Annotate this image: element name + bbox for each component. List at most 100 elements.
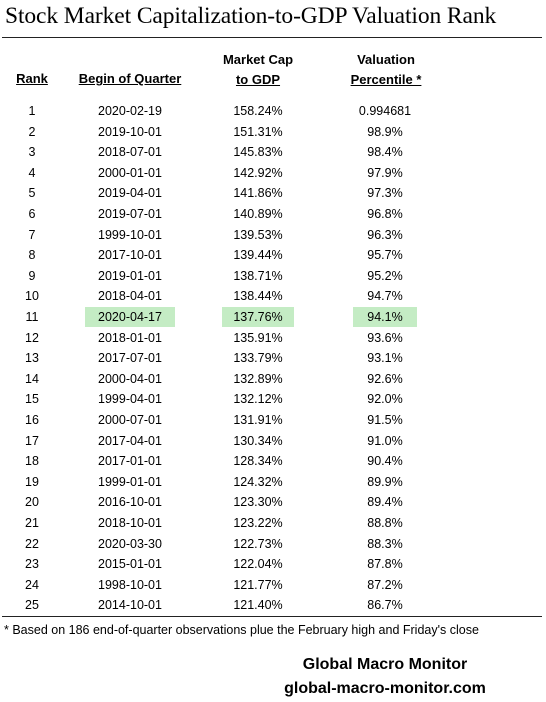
- cell-quarter: 1998-10-01: [98, 577, 162, 592]
- cell-quarter: 2000-04-01: [98, 371, 162, 386]
- footnote: * Based on 186 end-of-quarter observatio…: [4, 623, 479, 637]
- cell-rank: 2: [28, 124, 36, 139]
- cell-rank: 1: [28, 104, 36, 118]
- cell-rank: 13: [25, 351, 39, 366]
- cell-percentile: 0.994681: [358, 104, 412, 118]
- cell-quarter: 2019-04-01: [98, 186, 162, 201]
- cell-rank: 4: [28, 165, 36, 180]
- cell-quarter: 2019-07-01: [98, 207, 162, 221]
- cell-rank: 6: [28, 207, 36, 221]
- cell-quarter: 2018-01-01: [98, 330, 162, 345]
- cell-rank: 20: [25, 495, 39, 510]
- cell-percentile: 96.3%: [367, 227, 403, 242]
- cell-rank: 15: [25, 392, 39, 407]
- cell-quarter: 2018-10-01: [98, 516, 162, 530]
- cell-rank: 8: [28, 248, 36, 263]
- cell-quarter: 1999-04-01: [98, 392, 162, 407]
- cell-mktcap: 130.34%: [233, 433, 283, 448]
- cell-mktcap: 132.12%: [233, 392, 283, 407]
- title-underline: [2, 37, 542, 38]
- cell-mktcap: 140.89%: [233, 207, 283, 221]
- cell-mktcap: 158.24%: [233, 104, 283, 118]
- cell-quarter: 2014-10-01: [98, 598, 162, 613]
- cell-rank: 11: [25, 310, 39, 324]
- cell-quarter: 2017-01-01: [98, 454, 162, 469]
- cell-mktcap: 132.89%: [233, 371, 283, 386]
- header-quarter-label: Begin of Quarter: [78, 71, 182, 86]
- header-quarter: Begin of Quarter: [66, 69, 194, 89]
- cell-mktcap: 133.79%: [233, 351, 283, 366]
- cell-mktcap: 151.31%: [233, 124, 283, 139]
- cell-mktcap: 135.91%: [233, 330, 283, 345]
- cell-mktcap: 121.40%: [233, 598, 283, 613]
- cell-percentile: 91.5%: [367, 413, 403, 427]
- cell-mktcap: 124.32%: [233, 474, 283, 489]
- header-percentile: Valuation Percentile *: [334, 50, 438, 90]
- cell-quarter: 2018-07-01: [98, 145, 162, 160]
- cell-rank: 25: [25, 598, 39, 613]
- cell-rank: 17: [25, 433, 39, 448]
- cell-mktcap: 141.86%: [233, 186, 283, 201]
- cell-rank: 12: [25, 330, 39, 345]
- cell-percentile: 95.2%: [367, 268, 403, 283]
- cell-percentile: 93.1%: [367, 351, 403, 366]
- cell-rank: 23: [25, 557, 39, 572]
- cell-percentile: 97.9%: [367, 165, 403, 180]
- cell-mktcap: 122.73%: [233, 536, 283, 551]
- cell-percentile: 90.4%: [367, 454, 403, 469]
- cell-rank: 3: [28, 145, 36, 160]
- cell-percentile: 94.7%: [367, 289, 403, 304]
- cell-mktcap: 131.91%: [233, 413, 283, 427]
- cell-quarter: 2015-01-01: [98, 557, 162, 572]
- cell-mktcap: 145.83%: [233, 145, 283, 160]
- cell-mktcap: 142.92%: [233, 165, 283, 180]
- page-title: Stock Market Capitalization-to-GDP Valua…: [5, 3, 497, 29]
- cell-mktcap: 138.71%: [233, 268, 283, 283]
- cell-mktcap: 123.30%: [233, 495, 283, 510]
- header-mktcap: Market Cap to GDP: [206, 50, 310, 90]
- header-mktcap-line1: Market Cap: [222, 52, 294, 67]
- cell-quarter: 1999-01-01: [98, 474, 162, 489]
- cell-quarter: 2000-07-01: [98, 413, 162, 427]
- cell-percentile: 94.1%: [353, 307, 417, 327]
- cell-quarter: 2018-04-01: [98, 289, 162, 304]
- cell-percentile: 97.3%: [367, 186, 403, 201]
- cell-rank: 18: [25, 454, 39, 469]
- cell-percentile: 91.0%: [367, 433, 403, 448]
- cell-quarter: 1999-10-01: [98, 227, 162, 242]
- cell-percentile: 98.9%: [367, 124, 403, 139]
- cell-percentile: 93.6%: [367, 330, 403, 345]
- cell-mktcap: 121.77%: [233, 577, 283, 592]
- cell-percentile: 92.6%: [367, 371, 403, 386]
- cell-rank: 19: [25, 474, 39, 489]
- cell-percentile: 96.8%: [367, 207, 403, 221]
- cell-quarter: 2000-01-01: [98, 165, 162, 180]
- cell-percentile: 88.3%: [367, 536, 403, 551]
- header-percentile-line2: Percentile *: [350, 72, 422, 87]
- cell-rank: 5: [28, 186, 36, 201]
- cell-mktcap: 139.44%: [233, 248, 283, 263]
- cell-percentile: 89.9%: [367, 474, 403, 489]
- cell-rank: 14: [25, 371, 39, 386]
- cell-mktcap: 137.76%: [222, 307, 294, 327]
- cell-percentile: 87.2%: [367, 577, 403, 592]
- cell-mktcap: 139.53%: [233, 227, 283, 242]
- cell-quarter: 2016-10-01: [98, 495, 162, 510]
- cell-quarter: 2017-04-01: [98, 433, 162, 448]
- header-percentile-line1: Valuation: [357, 52, 415, 67]
- cell-percentile: 98.4%: [367, 145, 403, 160]
- cell-rank: 21: [25, 516, 39, 530]
- cell-rank: 22: [25, 536, 39, 551]
- cell-quarter: 2020-02-19: [98, 104, 162, 118]
- cell-percentile: 86.7%: [367, 598, 403, 613]
- cell-percentile: 92.0%: [367, 392, 403, 407]
- cell-rank: 24: [25, 577, 39, 592]
- cell-quarter: 2019-10-01: [98, 124, 162, 139]
- cell-percentile: 87.8%: [367, 557, 403, 572]
- cell-mktcap: 123.22%: [233, 516, 283, 530]
- cell-quarter: 2020-04-17: [85, 307, 175, 327]
- cell-mktcap: 138.44%: [233, 289, 283, 304]
- footer-divider: [2, 616, 542, 617]
- header-mktcap-line2: to GDP: [235, 72, 281, 87]
- cell-percentile: 89.4%: [367, 495, 403, 510]
